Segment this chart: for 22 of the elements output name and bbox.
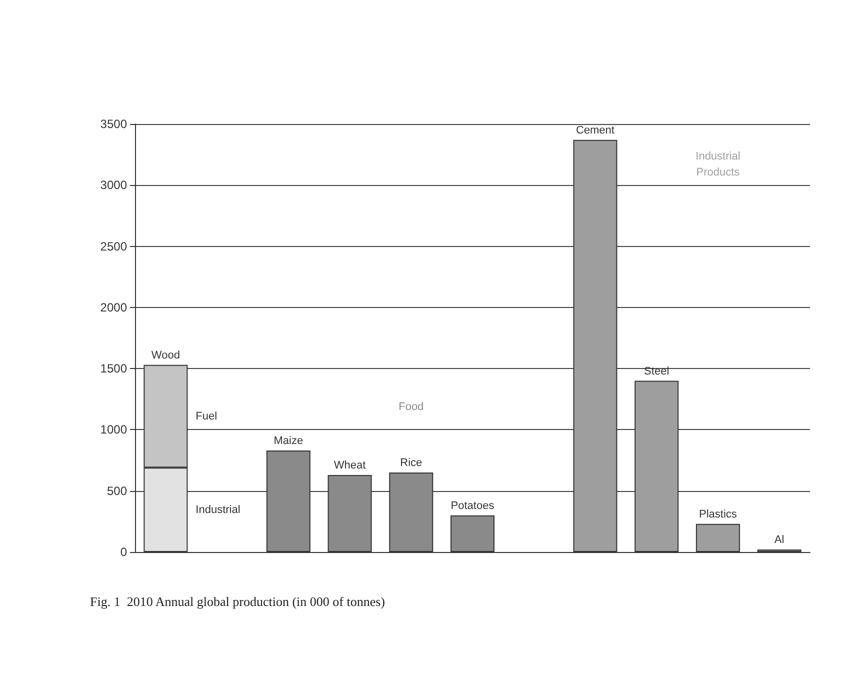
- x-tick-label: Potatoes: [450, 500, 495, 512]
- series-label: Fuel: [196, 410, 218, 422]
- text: Food: [398, 401, 424, 414]
- y-tick-label: 1000: [100, 422, 128, 437]
- x-tick-label: Wood: [151, 349, 180, 362]
- text: Industrial Products: [696, 150, 740, 178]
- y-tick-label: 3000: [100, 178, 128, 192]
- x-tick-label: Rice: [400, 457, 422, 470]
- x-tick-label: Maize: [274, 435, 304, 448]
- x-tick-label: Plastics: [699, 508, 738, 520]
- x-tick-label: Al: [774, 534, 784, 546]
- text: Fig. 1 2010 Annual global production (in 000 of tonnes): [90, 594, 386, 609]
- y-tick-label: 2500: [100, 239, 128, 254]
- x-tick-label: Wheat: [334, 459, 366, 472]
- y-tick-label: 2000: [100, 300, 128, 314]
- y-tick-label: 500: [106, 484, 128, 498]
- series-label: Industrial: [196, 504, 240, 516]
- y-tick-label: 0: [120, 545, 128, 559]
- x-tick-label: Steel: [644, 365, 670, 378]
- y-tick-label: 1500: [100, 362, 128, 376]
- x-tick-label: Cement: [576, 124, 614, 136]
- y-tick-label: 3500: [100, 117, 128, 131]
